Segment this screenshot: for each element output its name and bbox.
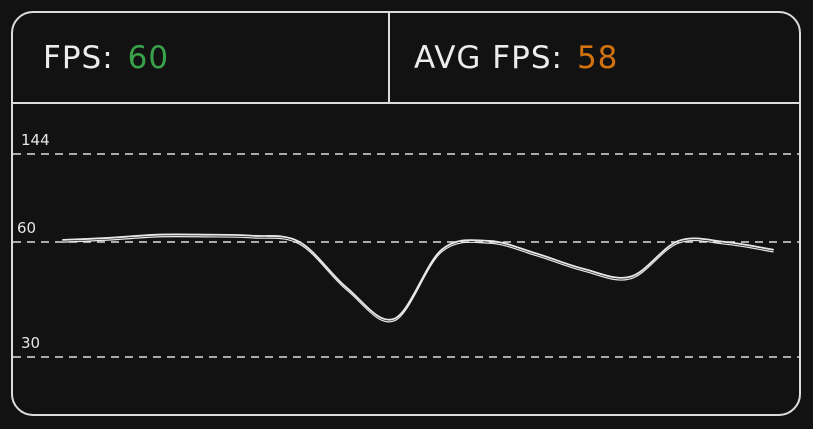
fps-chart-svg: 144 60 30 xyxy=(13,131,799,358)
current-fps-value: 60 xyxy=(127,39,170,76)
current-fps-stat: FPS: 60 xyxy=(13,13,390,102)
fps-data-point xyxy=(771,248,775,252)
tick-label-144: 144 xyxy=(21,131,50,149)
fps-data-point xyxy=(156,233,160,237)
fps-data-point xyxy=(203,233,207,237)
fps-data-point xyxy=(392,317,396,321)
fps-data-point xyxy=(250,234,254,238)
fps-data-point xyxy=(61,238,65,242)
fps-data-point xyxy=(629,275,633,279)
fps-data-point xyxy=(345,286,349,290)
fps-data-point xyxy=(676,239,680,243)
tick-label-30: 30 xyxy=(21,334,40,352)
fps-history-chart: 144 60 30 xyxy=(13,104,799,414)
fps-series-line-sketch xyxy=(62,235,774,323)
current-fps-label: FPS: xyxy=(43,39,114,76)
fps-data-point xyxy=(534,252,538,256)
average-fps-stat: AVG FPS: 58 xyxy=(390,13,799,102)
fps-data-point xyxy=(440,248,444,252)
fps-data-point xyxy=(582,267,586,271)
fps-monitor-panel: FPS: 60 AVG FPS: 58 144 60 30 xyxy=(11,11,801,416)
fps-data-point xyxy=(487,239,491,243)
fps-data-point xyxy=(724,240,728,244)
average-fps-label: AVG FPS: xyxy=(414,39,563,76)
average-fps-value: 58 xyxy=(576,39,619,76)
fps-data-point xyxy=(298,240,302,244)
tick-label-60: 60 xyxy=(17,219,36,237)
fps-data-point xyxy=(108,236,112,240)
stats-header: FPS: 60 AVG FPS: 58 xyxy=(13,13,799,104)
fps-series-line xyxy=(62,233,774,321)
